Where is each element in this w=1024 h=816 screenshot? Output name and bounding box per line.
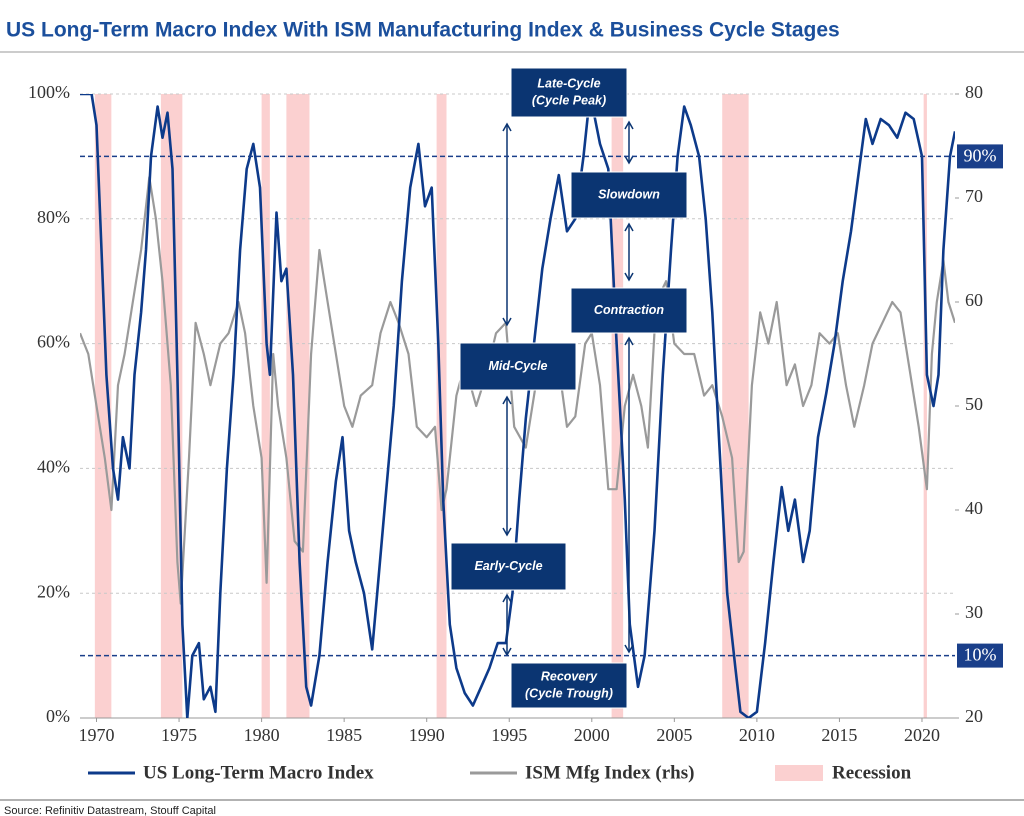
reference-label: 10% [964,645,997,665]
stage-label: Early-Cycle [474,559,542,573]
x-tick-label: 2000 [574,725,610,745]
stage-box [450,542,567,591]
reference-label: 90% [964,146,997,166]
arrow-head [624,336,634,346]
arrow-head [624,155,634,165]
recession-band [286,94,310,718]
arrow-head [624,222,634,232]
y-tick-label: 80% [37,207,70,227]
legend-label: Recession [832,762,912,783]
stage-label: Mid-Cycle [488,359,547,373]
arrow-head [502,122,512,132]
legend-label: US Long-Term Macro Index [143,762,374,783]
y2-tick-label: 50 [965,394,983,414]
legend-label: ISM Mfg Index (rhs) [525,762,694,783]
y2-tick-label: 40 [965,498,983,518]
stage-box [570,287,688,334]
foreground: 0% 20% 40% 60% 80% 100% 20 30 40 50 60 70 80 1970 1975… [28,67,1003,783]
y2-tick-label: 30 [965,602,983,622]
reference-label-box [957,144,1003,169]
recession-band [261,94,270,718]
y2-tick-label: 60 [965,290,983,310]
reference-label-box [957,643,1003,668]
series-lines [80,94,955,718]
x-tick-label: 1980 [244,725,280,745]
chart-title: US Long-Term Macro Index With ISM Manufa… [6,19,840,42]
stage-label: Recovery [541,669,598,683]
stage-label: Late-Cycle [537,76,600,90]
x-tick-label: 1995 [491,725,527,745]
stage-label: (Cycle Trough) [525,686,613,700]
x-tick-label: 1985 [326,725,362,745]
y-tick-label: 40% [37,457,70,477]
recession-band [923,94,927,718]
y2-tick-label: 70 [965,186,983,206]
source: Source: Refinitiv Datastream, Stouff Cap… [4,805,216,816]
arrow-head [502,593,512,603]
series-line [80,94,955,718]
recession-band [94,94,112,718]
y-tick-label: 100% [28,82,70,102]
y2-tick-label: 20 [965,706,983,726]
y2-tick-label: 80 [965,82,983,102]
y-tick-label: 60% [37,332,70,352]
x-tick-label: 2005 [656,725,692,745]
recession-band [722,94,749,718]
stage-box [510,662,628,709]
stage-box [510,67,628,118]
arrow-head [502,527,512,537]
stage-box [459,342,577,391]
stage-box [570,171,688,219]
recession-band [611,94,624,718]
arrow-head [624,644,634,654]
x-tick-label: 2020 [904,725,940,745]
arrow-head [502,317,512,327]
x-tick-label: 1990 [409,725,445,745]
stage-label: Contraction [594,303,665,317]
x-tick-label: 2010 [739,725,775,745]
legend-swatch [775,765,823,781]
arrow-head [502,395,512,405]
grid [80,93,959,722]
y-tick-label: 20% [37,581,70,601]
x-tick-label: 1975 [161,725,197,745]
x-tick-label: 2015 [821,725,857,745]
stage-label: (Cycle Peak) [532,93,606,107]
stage-label: Slowdown [598,187,660,201]
arrow-head [624,120,634,130]
arrow-head [624,272,634,282]
x-tick-label: 1970 [79,725,115,745]
y-tick-label: 0% [46,706,70,726]
